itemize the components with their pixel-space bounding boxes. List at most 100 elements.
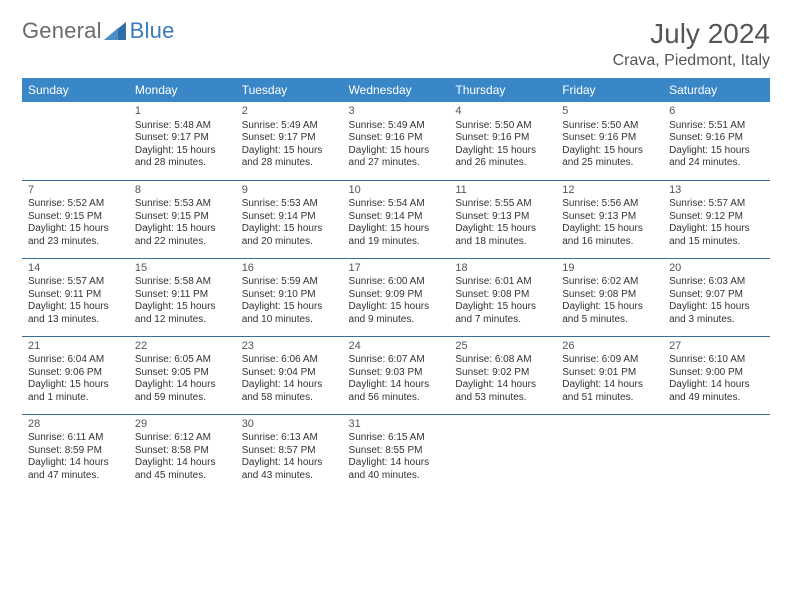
sunset-text: Sunset: 9:06 PM [28, 367, 123, 380]
sunrise-text: Sunrise: 5:52 AM [28, 198, 123, 211]
calendar-cell: 24Sunrise: 6:07 AMSunset: 9:03 PMDayligh… [343, 336, 450, 414]
calendar-cell: 9Sunrise: 5:53 AMSunset: 9:14 PMDaylight… [236, 180, 343, 258]
sunrise-text: Sunrise: 6:04 AM [28, 354, 123, 367]
logo-text-general: General [22, 18, 102, 44]
sunrise-text: Sunrise: 5:57 AM [28, 276, 123, 289]
sunset-text: Sunset: 9:07 PM [669, 289, 764, 302]
day-number: 20 [669, 262, 764, 276]
sunrise-text: Sunrise: 6:11 AM [28, 432, 123, 445]
daylight-text: Daylight: 15 hours and 7 minutes. [455, 301, 550, 326]
calendar-cell: 30Sunrise: 6:13 AMSunset: 8:57 PMDayligh… [236, 414, 343, 492]
calendar-cell: 25Sunrise: 6:08 AMSunset: 9:02 PMDayligh… [449, 336, 556, 414]
daylight-text: Daylight: 15 hours and 22 minutes. [135, 223, 230, 248]
calendar-week-row: 7Sunrise: 5:52 AMSunset: 9:15 PMDaylight… [22, 180, 770, 258]
calendar-cell: 8Sunrise: 5:53 AMSunset: 9:15 PMDaylight… [129, 180, 236, 258]
calendar-cell: 21Sunrise: 6:04 AMSunset: 9:06 PMDayligh… [22, 336, 129, 414]
daylight-text: Daylight: 15 hours and 24 minutes. [669, 145, 764, 170]
calendar-cell: 11Sunrise: 5:55 AMSunset: 9:13 PMDayligh… [449, 180, 556, 258]
sunrise-text: Sunrise: 6:13 AM [242, 432, 337, 445]
daylight-text: Daylight: 14 hours and 49 minutes. [669, 379, 764, 404]
calendar-cell: 29Sunrise: 6:12 AMSunset: 8:58 PMDayligh… [129, 414, 236, 492]
sunrise-text: Sunrise: 6:10 AM [669, 354, 764, 367]
calendar-cell [449, 414, 556, 492]
daylight-text: Daylight: 15 hours and 25 minutes. [562, 145, 657, 170]
sunset-text: Sunset: 9:14 PM [349, 211, 444, 224]
calendar-cell: 5Sunrise: 5:50 AMSunset: 9:16 PMDaylight… [556, 102, 663, 180]
day-number: 11 [455, 184, 550, 198]
sunrise-text: Sunrise: 6:00 AM [349, 276, 444, 289]
sunset-text: Sunset: 9:13 PM [562, 211, 657, 224]
daylight-text: Daylight: 14 hours and 40 minutes. [349, 457, 444, 482]
calendar-cell: 6Sunrise: 5:51 AMSunset: 9:16 PMDaylight… [663, 102, 770, 180]
day-number: 8 [135, 184, 230, 198]
day-number: 7 [28, 184, 123, 198]
day-number: 18 [455, 262, 550, 276]
daylight-text: Daylight: 15 hours and 9 minutes. [349, 301, 444, 326]
day-number: 4 [455, 105, 550, 119]
daylight-text: Daylight: 14 hours and 59 minutes. [135, 379, 230, 404]
sunset-text: Sunset: 9:10 PM [242, 289, 337, 302]
sunset-text: Sunset: 9:16 PM [669, 132, 764, 145]
sunrise-text: Sunrise: 5:53 AM [242, 198, 337, 211]
day-number: 29 [135, 418, 230, 432]
calendar-body: 1Sunrise: 5:48 AMSunset: 9:17 PMDaylight… [22, 102, 770, 492]
daylight-text: Daylight: 15 hours and 13 minutes. [28, 301, 123, 326]
day-number: 13 [669, 184, 764, 198]
sunset-text: Sunset: 8:59 PM [28, 445, 123, 458]
daylight-text: Daylight: 15 hours and 28 minutes. [242, 145, 337, 170]
calendar-cell: 13Sunrise: 5:57 AMSunset: 9:12 PMDayligh… [663, 180, 770, 258]
day-header: Sunday [22, 78, 129, 102]
location-subtitle: Crava, Piedmont, Italy [613, 52, 770, 70]
calendar-cell: 18Sunrise: 6:01 AMSunset: 9:08 PMDayligh… [449, 258, 556, 336]
sunset-text: Sunset: 9:11 PM [28, 289, 123, 302]
calendar-cell: 31Sunrise: 6:15 AMSunset: 8:55 PMDayligh… [343, 414, 450, 492]
day-number: 26 [562, 340, 657, 354]
sunset-text: Sunset: 9:11 PM [135, 289, 230, 302]
sunrise-text: Sunrise: 5:57 AM [669, 198, 764, 211]
day-number: 22 [135, 340, 230, 354]
calendar-cell: 1Sunrise: 5:48 AMSunset: 9:17 PMDaylight… [129, 102, 236, 180]
calendar-cell [22, 102, 129, 180]
calendar-cell: 10Sunrise: 5:54 AMSunset: 9:14 PMDayligh… [343, 180, 450, 258]
sunrise-text: Sunrise: 5:51 AM [669, 120, 764, 133]
sunset-text: Sunset: 9:12 PM [669, 211, 764, 224]
daylight-text: Daylight: 14 hours and 56 minutes. [349, 379, 444, 404]
daylight-text: Daylight: 15 hours and 15 minutes. [669, 223, 764, 248]
calendar-cell: 19Sunrise: 6:02 AMSunset: 9:08 PMDayligh… [556, 258, 663, 336]
day-number: 19 [562, 262, 657, 276]
daylight-text: Daylight: 14 hours and 47 minutes. [28, 457, 123, 482]
day-number: 1 [135, 105, 230, 119]
header: General Blue July 2024 Crava, Piedmont, … [22, 18, 770, 70]
sunrise-text: Sunrise: 6:07 AM [349, 354, 444, 367]
day-number: 25 [455, 340, 550, 354]
daylight-text: Daylight: 15 hours and 26 minutes. [455, 145, 550, 170]
day-header: Tuesday [236, 78, 343, 102]
day-number: 10 [349, 184, 444, 198]
logo: General Blue [22, 18, 175, 44]
sail-icon [102, 20, 128, 42]
calendar-cell [663, 414, 770, 492]
sunrise-text: Sunrise: 6:03 AM [669, 276, 764, 289]
sunrise-text: Sunrise: 6:02 AM [562, 276, 657, 289]
day-number: 5 [562, 105, 657, 119]
calendar-cell: 17Sunrise: 6:00 AMSunset: 9:09 PMDayligh… [343, 258, 450, 336]
daylight-text: Daylight: 15 hours and 5 minutes. [562, 301, 657, 326]
calendar-week-row: 1Sunrise: 5:48 AMSunset: 9:17 PMDaylight… [22, 102, 770, 180]
calendar-week-row: 21Sunrise: 6:04 AMSunset: 9:06 PMDayligh… [22, 336, 770, 414]
sunrise-text: Sunrise: 5:59 AM [242, 276, 337, 289]
sunset-text: Sunset: 9:17 PM [242, 132, 337, 145]
sunset-text: Sunset: 9:15 PM [135, 211, 230, 224]
day-header: Wednesday [343, 78, 450, 102]
sunrise-text: Sunrise: 6:15 AM [349, 432, 444, 445]
day-number: 28 [28, 418, 123, 432]
daylight-text: Daylight: 15 hours and 18 minutes. [455, 223, 550, 248]
sunrise-text: Sunrise: 5:56 AM [562, 198, 657, 211]
calendar-head: SundayMondayTuesdayWednesdayThursdayFrid… [22, 78, 770, 102]
day-number: 27 [669, 340, 764, 354]
calendar-page: General Blue July 2024 Crava, Piedmont, … [0, 0, 792, 612]
sunset-text: Sunset: 8:55 PM [349, 445, 444, 458]
sunrise-text: Sunrise: 5:55 AM [455, 198, 550, 211]
day-number: 31 [349, 418, 444, 432]
daylight-text: Daylight: 14 hours and 43 minutes. [242, 457, 337, 482]
daylight-text: Daylight: 14 hours and 53 minutes. [455, 379, 550, 404]
